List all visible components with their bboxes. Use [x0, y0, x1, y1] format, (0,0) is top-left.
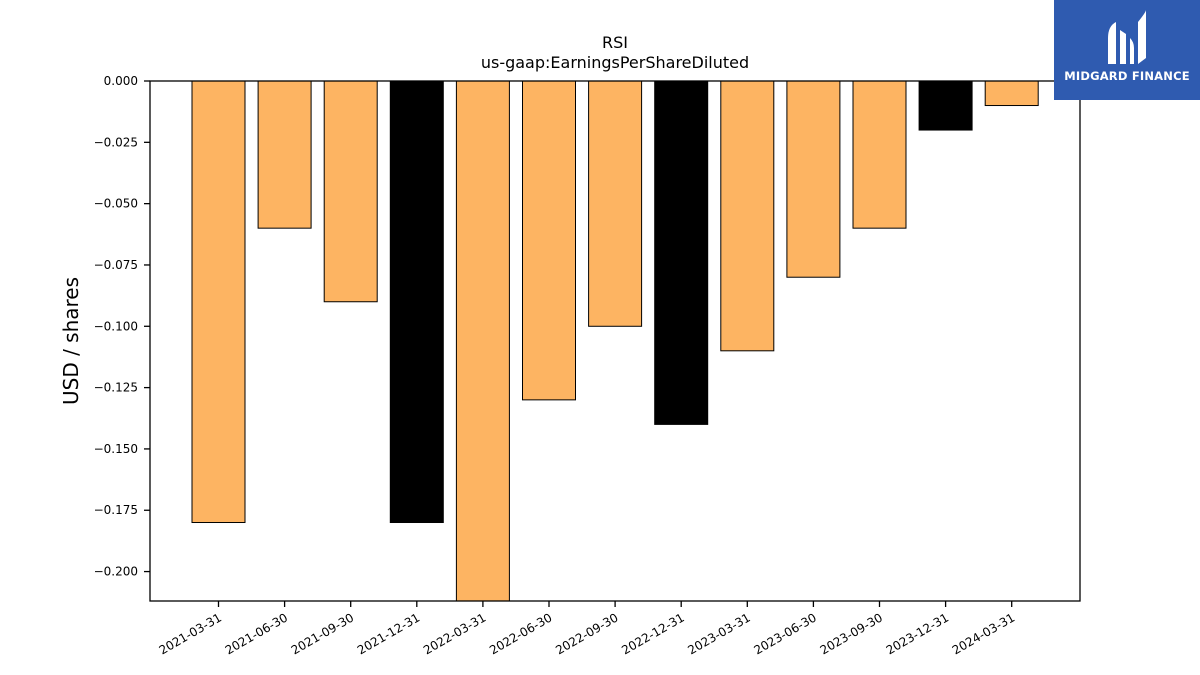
chart-title: RSI: [602, 33, 628, 52]
midgard-logo-icon: [1108, 10, 1146, 64]
x-tick-label: 2021-03-31: [157, 610, 224, 657]
bar-2021-09-30: [323, 80, 378, 303]
y-tick-label: −0.125: [94, 381, 138, 395]
x-tick-label: 2022-03-31: [421, 610, 488, 657]
x-tick-label: 2023-03-31: [685, 610, 752, 657]
x-tick-label: 2022-06-30: [487, 610, 554, 657]
x-tick-label: 2021-12-31: [355, 610, 422, 657]
x-axis: 2021-03-312021-06-302021-09-302021-12-31…: [157, 601, 1017, 657]
bar-2022-09-30: [588, 80, 643, 327]
x-tick-label: 2024-03-31: [950, 610, 1017, 657]
midgard-finance-logo: MIDGARD FINANCE: [1054, 0, 1200, 100]
x-tick-label: 2023-12-31: [884, 610, 951, 657]
y-tick-label: −0.200: [94, 565, 138, 579]
x-tick-label: 2021-06-30: [223, 610, 290, 657]
y-tick-label: −0.100: [94, 319, 138, 333]
bar-2023-03-31: [720, 80, 775, 352]
bars-group: [191, 80, 1039, 602]
y-tick-label: −0.175: [94, 503, 138, 517]
bar-2023-06-30: [786, 80, 841, 278]
bar-2023-09-30: [852, 80, 907, 229]
bar-2023-12-31: [918, 80, 973, 131]
y-tick-label: −0.050: [94, 197, 138, 211]
y-tick-label: 0.000: [104, 74, 138, 88]
x-tick-label: 2023-09-30: [818, 610, 885, 657]
plot-frame: [149, 80, 1081, 602]
x-tick-label: 2023-06-30: [751, 610, 818, 657]
bar-2024-03-31: [984, 80, 1039, 107]
x-tick-label: 2021-09-30: [289, 610, 356, 657]
logo-text: MIDGARD FINANCE: [1064, 69, 1190, 83]
bar-2021-12-31: [389, 80, 444, 524]
y-tick-label: −0.025: [94, 135, 138, 149]
bar-2022-03-31: [455, 80, 510, 602]
chart-subtitle: us-gaap:EarningsPerShareDiluted: [481, 53, 749, 72]
y-tick-label: −0.150: [94, 442, 138, 456]
y-tick-label: −0.075: [94, 258, 138, 272]
bar-2021-03-31: [191, 80, 246, 524]
bar-2022-06-30: [522, 80, 576, 401]
bar-2021-06-30: [257, 80, 312, 229]
y-axis: 0.000 −0.025 −0.050 −0.075 −0.100 −0.125 −0.15…: [94, 74, 150, 579]
x-tick-label: 2022-12-31: [619, 610, 686, 657]
x-tick-label: 2022-09-30: [553, 610, 620, 657]
bar-2022-12-31: [654, 80, 709, 425]
y-axis-label: USD / shares: [59, 277, 83, 405]
